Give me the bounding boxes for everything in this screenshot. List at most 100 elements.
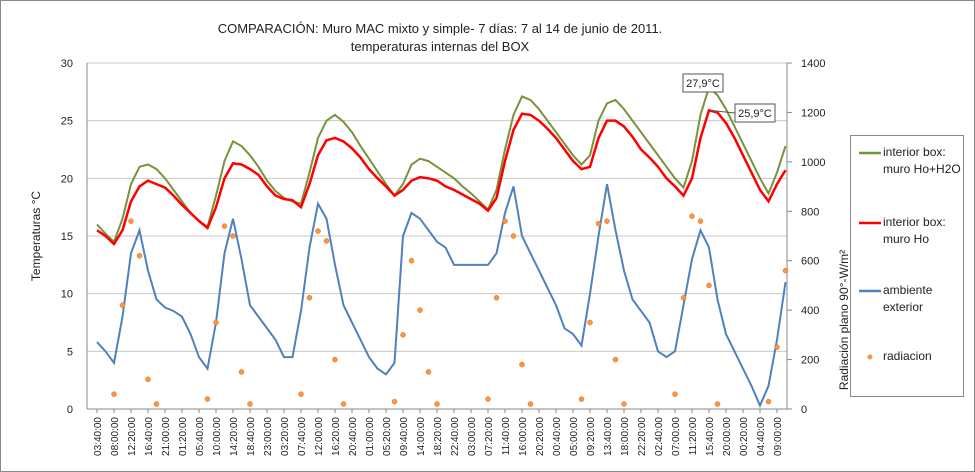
x-tick-label: 09:00:00 (773, 417, 784, 456)
annotation: 27,9°C (686, 78, 720, 90)
y2-tick-label: 1400 (801, 58, 825, 70)
x-tick-label: 22:40:00 (450, 417, 461, 456)
x-tick-label: 16:40:00 (144, 417, 155, 456)
x-tick-label: 20:20:00 (535, 417, 546, 456)
radiation-point (689, 213, 695, 219)
x-tick-label: 18:40:00 (246, 417, 257, 456)
y2-axis-label: Radiación plano 90°-W/m² (837, 250, 851, 390)
radiation-point (136, 253, 143, 259)
y-tick-label: 0 (67, 404, 73, 416)
radiation-point (485, 396, 491, 402)
x-tick-label: 14:00:00 (416, 417, 427, 456)
legend-marker (859, 289, 881, 293)
radiation-point (774, 344, 780, 350)
x-tick-label: 23:00:00 (263, 417, 274, 456)
radiation-point (425, 369, 432, 375)
radiation-point (340, 401, 347, 407)
x-tick-label: 18:20:00 (433, 417, 444, 456)
radiation-point (604, 218, 610, 224)
radiation-point (714, 401, 721, 407)
radiation-point (765, 398, 772, 405)
radiation-point (306, 295, 313, 301)
y-tick-label: 15 (61, 231, 73, 243)
radiation-point (510, 233, 517, 239)
legend-entry: radiacion (857, 348, 961, 365)
x-tick-label: 15:40:00 (705, 417, 716, 456)
radiation-point (621, 401, 627, 407)
radiation-point (119, 302, 126, 308)
radiation-point (612, 356, 619, 363)
x-tick-label: 07:20:00 (484, 417, 495, 456)
radiation-point (519, 361, 525, 368)
legend-marker (859, 151, 881, 155)
y-tick-label: 5 (67, 346, 73, 358)
radiation-point (408, 257, 415, 264)
x-tick-label: 11:40:00 (501, 417, 512, 456)
radiation-point (247, 401, 253, 407)
y-tick-label: 30 (61, 58, 73, 70)
chart-subtitle: temperaturas internas del BOX (351, 39, 530, 54)
radiation-point (315, 228, 321, 234)
radiation-point (697, 218, 704, 224)
y2-tick-label: 600 (801, 256, 819, 268)
radiation-point (578, 396, 585, 402)
x-tick-label: 00:40:00 (552, 417, 563, 456)
radiation-point (230, 233, 236, 239)
x-tick-label: 03:00:00 (467, 417, 478, 456)
x-tick-label: 16:00:00 (518, 417, 529, 456)
x-tick-label: 07:00:00 (671, 417, 682, 456)
x-tick-label: 09:40:00 (399, 417, 410, 456)
legend-entry: ambiente exterior (857, 282, 961, 316)
x-tick-label: 01:20:00 (178, 417, 189, 456)
radiation-point (323, 238, 330, 244)
radiation-point (587, 319, 593, 326)
x-tick-label: 07:40:00 (297, 417, 308, 456)
x-tick-label: 03:20:00 (280, 417, 291, 456)
x-tick-label: 11:20:00 (688, 417, 699, 456)
y2-tick-label: 400 (801, 305, 819, 317)
y2-tick-label: 200 (801, 355, 819, 367)
x-tick-label: 16:20:00 (331, 417, 342, 456)
x-tick-label: 03:40:00 (93, 417, 104, 456)
radiation-point (391, 398, 398, 405)
x-tick-label: 18:00:00 (620, 417, 631, 456)
annotation: 25,9°C (738, 108, 772, 120)
x-tick-label: 22:20:00 (637, 417, 648, 456)
radiation-point (145, 376, 151, 383)
radiation-point (204, 396, 211, 402)
x-tick-label: 20:40:00 (348, 417, 359, 456)
x-tick-label: 01:00:00 (365, 417, 376, 456)
legend-label: ambiente exterior (883, 283, 933, 314)
y2-tick-label: 0 (801, 404, 807, 416)
radiation-point (400, 332, 406, 338)
chart-title: COMPARACIÓN: Muro MAC mixto y simple- 7 … (218, 21, 663, 36)
annotation-box (682, 73, 724, 93)
radiation-point (502, 218, 508, 224)
y-tick-label: 25 (61, 116, 73, 128)
series-line (96, 108, 787, 247)
radiation-point (213, 319, 219, 326)
y-tick-label: 20 (61, 173, 73, 185)
legend-label: radiacion (883, 349, 932, 363)
y2-tick-label: 800 (801, 206, 819, 218)
x-tick-label: 00:20:00 (739, 417, 750, 456)
x-tick-label: 04:40:00 (756, 417, 767, 456)
x-tick-label: 12:00:00 (314, 417, 325, 456)
series-line (96, 183, 787, 409)
radiation-point (680, 295, 687, 301)
radiation-point (672, 391, 678, 397)
radiation-point (417, 307, 423, 313)
radiation-point (298, 391, 304, 397)
radiation-point (527, 401, 534, 407)
series-line (96, 85, 787, 244)
x-tick-label: 02:40:00 (654, 417, 665, 456)
legend-label: interior box: muro Ho+H2O (883, 145, 961, 176)
legend-marker (859, 221, 881, 225)
y2-tick-label: 1000 (801, 157, 825, 169)
legend-marker (867, 354, 873, 360)
x-tick-label: 21:00:00 (161, 417, 172, 456)
legend-dot (867, 354, 873, 360)
legend-label: interior box: muro Ho (883, 215, 946, 246)
x-tick-label: 05:40:00 (195, 417, 206, 456)
